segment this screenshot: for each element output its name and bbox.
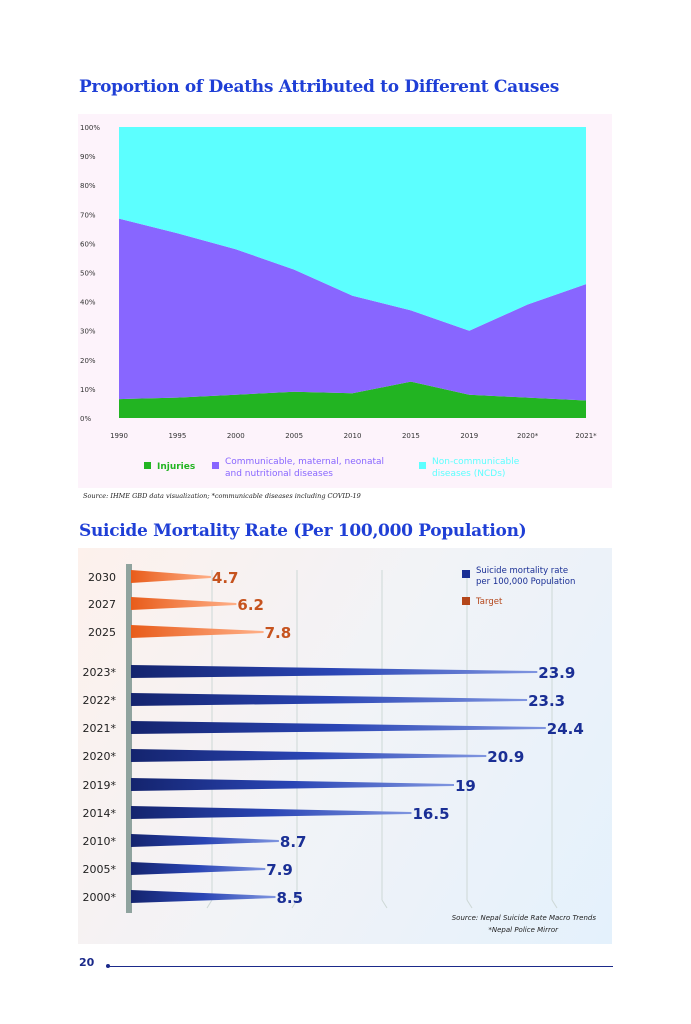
bar-category-label: 2030 xyxy=(88,571,116,584)
actual-bar xyxy=(131,834,279,847)
bar-value-label: 19 xyxy=(455,777,476,795)
bar-value-label: 24.4 xyxy=(547,720,584,738)
x-tick-label: 1990 xyxy=(110,432,128,440)
gridline-foot xyxy=(291,899,298,909)
legend-swatch-target xyxy=(462,597,470,605)
actual-bar xyxy=(131,721,546,734)
actual-bar xyxy=(131,749,487,762)
legend-label: Non-communicable xyxy=(432,457,520,467)
legend-label: Suicide mortality rate xyxy=(476,566,568,576)
y-tick-label: 60% xyxy=(80,240,96,248)
y-tick-label: 70% xyxy=(80,211,96,219)
area-series-communicable xyxy=(119,218,586,401)
target-bar xyxy=(131,570,211,583)
bar-value-label: 16.5 xyxy=(413,805,450,823)
x-tick-label: 2010 xyxy=(344,432,362,440)
legend-label: Target xyxy=(475,597,503,607)
y-tick-label: 20% xyxy=(80,357,96,365)
bar-category-label: 2014* xyxy=(83,807,117,820)
y-tick-label: 80% xyxy=(80,182,96,190)
target-bar xyxy=(131,625,264,638)
x-tick-label: 2019 xyxy=(460,432,478,440)
bar-category-label: 2005* xyxy=(83,863,117,876)
deaths-area-chart: 0% 10% 20% 30% 40% 50% 60% 70% 80% 90% 100% 1990 199… xyxy=(78,114,612,488)
y-tick-label: 100% xyxy=(80,124,100,132)
gridline-foot xyxy=(381,899,388,909)
legend-swatch xyxy=(419,462,426,469)
area-chart-title: Proportion of Deaths Attributed to Diffe… xyxy=(79,77,559,97)
legend-label: and nutritional diseases xyxy=(225,469,333,479)
bar-value-label: 20.9 xyxy=(487,748,524,766)
actual-bar xyxy=(131,778,454,791)
actual-bar xyxy=(131,806,412,819)
bar-category-label: 2022* xyxy=(83,694,117,707)
bar-value-label: 23.9 xyxy=(538,664,575,682)
actual-bar xyxy=(131,665,538,678)
area-series-injuries xyxy=(119,381,586,418)
legend-label: Injuries xyxy=(157,462,195,472)
bar-category-label: 2000* xyxy=(83,891,117,904)
x-tick-label: 2015 xyxy=(402,432,420,440)
actual-bar xyxy=(131,693,528,706)
page-number: 20 xyxy=(79,956,95,969)
bar-chart-source: Source: Nepal Suicide Rate Macro Trends xyxy=(452,914,597,922)
bar-category-label: 2027 xyxy=(88,598,116,611)
x-tick-label: 2020* xyxy=(517,432,539,440)
bar-category-label: 2021* xyxy=(83,722,117,735)
bar-value-label: 7.8 xyxy=(265,624,292,642)
gridline-foot xyxy=(466,899,473,909)
bar-value-label: 8.7 xyxy=(280,833,307,851)
x-tick-label: 2021* xyxy=(575,432,597,440)
footer-rule xyxy=(107,966,613,967)
target-bar xyxy=(131,597,237,610)
y-tick-label: 40% xyxy=(80,299,96,307)
y-tick-label: 0% xyxy=(80,415,91,423)
x-tick-label: 2005 xyxy=(285,432,303,440)
bar-category-label: 2019* xyxy=(83,779,117,792)
legend-swatch xyxy=(212,462,219,469)
x-tick-label: 2000 xyxy=(227,432,245,440)
bar-category-label: 2020* xyxy=(83,750,117,763)
legend-label: per 100,000 Population xyxy=(476,577,575,587)
gridline-foot xyxy=(206,899,213,909)
bar-chart-note: *Nepal Police Mirror xyxy=(488,926,559,934)
bar-value-label: 4.7 xyxy=(212,569,239,587)
legend-label: Communicable, maternal, neonatal xyxy=(225,457,384,467)
y-tick-label: 50% xyxy=(80,270,96,278)
actual-bar xyxy=(131,862,266,875)
actual-bar xyxy=(131,890,276,903)
area-series-noncommunicable xyxy=(119,127,586,331)
y-tick-label: 90% xyxy=(80,153,96,161)
bar-value-label: 8.5 xyxy=(277,889,304,907)
area-chart-source: Source: IHME GBD data visualization; *co… xyxy=(83,492,361,500)
bar-value-label: 6.2 xyxy=(237,596,264,614)
bar-category-label: 2023* xyxy=(83,666,117,679)
suicide-bar-chart: 2030 4.7 2027 6.2 2025 7.8 2023* 23.9 2022* 23.3 2… xyxy=(78,548,612,944)
y-tick-label: 30% xyxy=(80,328,96,336)
y-tick-label: 10% xyxy=(80,386,96,394)
bar-axis xyxy=(126,564,132,913)
bar-value-label: 7.9 xyxy=(266,861,293,879)
bar-category-label: 2010* xyxy=(83,835,117,848)
bar-chart-title: Suicide Mortality Rate (Per 100,000 Popu… xyxy=(79,521,527,541)
bar-category-label: 2025 xyxy=(88,626,116,639)
legend-swatch xyxy=(144,462,151,469)
legend-label: diseases (NCDs) xyxy=(432,469,505,479)
x-tick-label: 1995 xyxy=(168,432,186,440)
legend-swatch-actual xyxy=(462,570,470,578)
gridline-foot xyxy=(551,899,558,909)
bar-value-label: 23.3 xyxy=(528,692,565,710)
